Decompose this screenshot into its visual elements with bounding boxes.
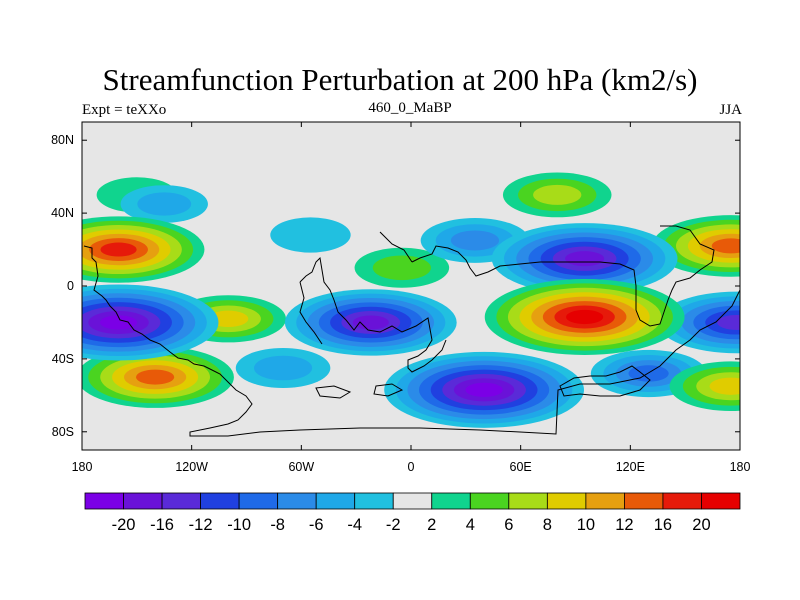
y-tick-label: 0 bbox=[67, 279, 74, 293]
field-anomaly bbox=[669, 361, 740, 412]
colorbar-swatch bbox=[662, 492, 702, 510]
x-tick-label: 60W bbox=[288, 460, 314, 474]
colorbar-swatch bbox=[238, 492, 279, 510]
colorbar: -20 -16 -12 -10 -8 -6 -4 -2 2 4 6 8 10 12 16 20 bbox=[84, 492, 741, 534]
colorbar-label: 4 bbox=[466, 516, 475, 534]
colorbar-swatch bbox=[624, 492, 664, 510]
x-tick-label: 180 bbox=[72, 460, 93, 474]
contour-band bbox=[717, 314, 740, 330]
field-anomaly bbox=[270, 217, 351, 253]
contour-field bbox=[82, 172, 740, 428]
colorbar-label: 10 bbox=[577, 516, 595, 534]
colorbar-swatch bbox=[546, 492, 587, 510]
coastlines bbox=[83, 225, 740, 437]
colorbar-label: -6 bbox=[309, 516, 324, 534]
colorbar-label: -10 bbox=[227, 516, 251, 534]
colorbar-label: 6 bbox=[504, 516, 513, 534]
colorbar-swatch bbox=[392, 492, 433, 510]
contour-band bbox=[100, 242, 137, 257]
field-anomaly bbox=[120, 185, 208, 223]
y-tick-label: 40S bbox=[52, 352, 74, 366]
x-tick-label: 120E bbox=[616, 460, 645, 474]
colorbar-swatch bbox=[277, 492, 317, 510]
experiment-label: Expt = teXXo bbox=[82, 102, 167, 118]
field-anomaly bbox=[284, 289, 457, 356]
x-tick-label: 0 bbox=[408, 460, 415, 474]
contour-band bbox=[450, 230, 500, 251]
colorbar-label: -20 bbox=[112, 516, 136, 534]
contour-band bbox=[253, 355, 313, 381]
contour-band bbox=[352, 315, 389, 330]
axes: 180 120W 60W 0 60E 120E 180 80N 40N 0 40S 80S bbox=[51, 122, 750, 474]
field-anomaly bbox=[384, 351, 585, 428]
colorbar-swatch bbox=[701, 492, 741, 510]
contour-band bbox=[628, 365, 669, 382]
run-label: 460_0_MaBP bbox=[368, 100, 452, 116]
field-anomaly bbox=[354, 247, 450, 288]
x-tick-label: 180 bbox=[730, 460, 751, 474]
contour-band bbox=[565, 251, 605, 267]
contour-band bbox=[709, 377, 740, 395]
contour-band bbox=[137, 192, 192, 216]
colorbar-swatch bbox=[431, 492, 471, 510]
colorbar-label: 12 bbox=[615, 516, 633, 534]
field-anomaly bbox=[484, 278, 685, 355]
colorbar-swatch bbox=[200, 492, 240, 510]
contour-band bbox=[136, 369, 175, 385]
y-tick-label: 80S bbox=[52, 425, 74, 439]
colorbar-label: -12 bbox=[189, 516, 213, 534]
colorbar-swatch bbox=[161, 492, 201, 510]
y-tick-label: 80N bbox=[51, 133, 74, 147]
contour-band bbox=[372, 255, 431, 281]
colorbar-label: -8 bbox=[270, 516, 285, 534]
y-tick-label: 40N bbox=[51, 206, 74, 220]
field-anomaly bbox=[82, 284, 219, 361]
colorbar-label: -16 bbox=[150, 516, 174, 534]
colorbar-swatch bbox=[508, 492, 548, 510]
colorbar-swatch bbox=[585, 492, 625, 510]
colorbar-swatch bbox=[84, 492, 124, 510]
colorbar-label: 8 bbox=[543, 516, 552, 534]
contour-band bbox=[99, 315, 138, 330]
field-anomaly bbox=[82, 346, 234, 408]
season-label: JJA bbox=[719, 102, 742, 118]
contour-band bbox=[270, 217, 351, 253]
colorbar-swatch bbox=[123, 492, 163, 510]
colorbar-label: -2 bbox=[386, 516, 401, 534]
colorbar-label: 20 bbox=[692, 516, 710, 534]
colorbar-swatch bbox=[315, 492, 356, 510]
colorbar-swatch bbox=[469, 492, 510, 510]
x-tick-label: 120W bbox=[175, 460, 208, 474]
field-anomaly bbox=[82, 216, 205, 283]
field-anomaly bbox=[502, 172, 612, 218]
colorbar-label: 16 bbox=[654, 516, 672, 534]
colorbar-label: -4 bbox=[347, 516, 362, 534]
x-tick-label: 60E bbox=[510, 460, 532, 474]
field-anomaly bbox=[235, 348, 331, 388]
contour-band bbox=[711, 238, 740, 254]
colorbar-swatch bbox=[354, 492, 394, 510]
contour-band bbox=[566, 309, 604, 325]
chart-title: Streamfunction Perturbation at 200 hPa (… bbox=[102, 62, 698, 97]
contour-band bbox=[465, 382, 503, 397]
colorbar-label: 2 bbox=[427, 516, 436, 534]
contour-band bbox=[533, 184, 582, 205]
